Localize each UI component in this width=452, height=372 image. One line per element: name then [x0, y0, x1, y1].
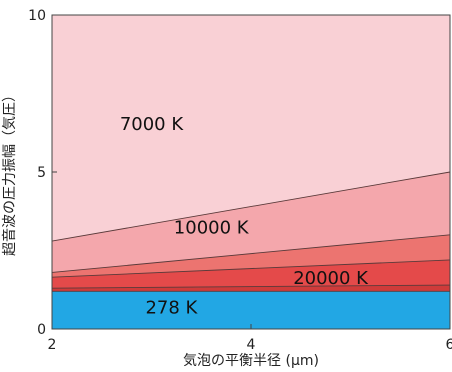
y-tick-label: 5	[37, 165, 46, 181]
boundary-lines-layer	[51, 171, 451, 292]
band-boundary-2	[51, 259, 451, 278]
x-axis-label: 気泡の平衡半径 (μm)	[183, 353, 319, 369]
region-label: 278 K	[145, 298, 198, 319]
region-label: 20000 K	[293, 268, 369, 289]
annotations-layer: 7000 K 10000 K 20000 K 278 K	[120, 114, 369, 319]
band-2	[52, 259, 450, 289]
x-tick-label: 4	[247, 337, 256, 353]
x-tick-label: 2	[48, 337, 57, 353]
band-boundary-1	[51, 284, 451, 289]
bands-layer	[52, 15, 450, 329]
band-boundary-3	[51, 234, 451, 273]
region-label: 7000 K	[120, 114, 185, 135]
band-3	[52, 234, 450, 278]
band-1	[52, 285, 450, 292]
region-label: 10000 K	[174, 218, 250, 239]
band-boundary-4	[51, 171, 451, 242]
ticks-layer: 2 4 6 0 5 10	[28, 8, 452, 353]
band-0	[52, 291, 450, 329]
y-tick-label: 10	[28, 8, 46, 24]
band-4	[52, 172, 450, 273]
y-axis-label: 超音波の圧力振幅（気圧）	[1, 88, 18, 256]
y-tick-label: 0	[37, 322, 46, 338]
band-5	[52, 15, 450, 242]
x-tick-label: 6	[446, 337, 452, 353]
